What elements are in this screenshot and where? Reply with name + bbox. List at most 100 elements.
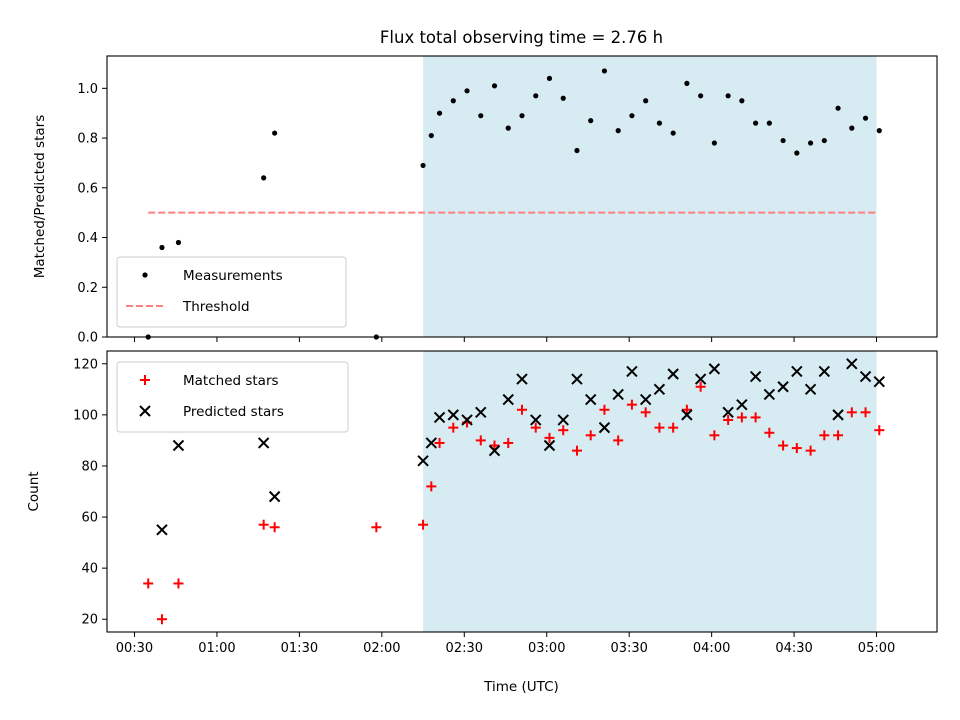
- data-point-stroke: [626, 365, 638, 378]
- data-point: [544, 432, 555, 443]
- data-point: [261, 175, 267, 181]
- data-point: [818, 365, 831, 378]
- series-predicted-stars: [156, 358, 885, 536]
- data-point: [791, 443, 802, 454]
- data-point: [489, 440, 500, 451]
- legend-box: [116, 361, 349, 433]
- observing-span: [423, 56, 877, 337]
- data-point-stroke: [257, 437, 270, 449]
- data-point: [530, 414, 542, 426]
- data-point-stroke: [502, 393, 514, 406]
- series-measurements: [145, 68, 882, 340]
- data-point: [753, 120, 759, 126]
- data-point: [835, 105, 841, 111]
- data-point: [543, 439, 556, 452]
- y-axis-label: Matched/Predicted stars: [32, 115, 48, 278]
- chart-title: Flux total observing time = 2.76 h: [380, 28, 663, 47]
- data-point-stroke: [433, 411, 446, 424]
- data-point-stroke: [475, 406, 487, 419]
- data-point: [173, 578, 184, 589]
- data-point: [560, 95, 566, 101]
- x-tick-label: 02:30: [446, 641, 483, 656]
- x-tick-label: 05:00: [858, 641, 895, 656]
- data-point: [434, 437, 445, 448]
- data-point: [503, 437, 514, 448]
- y-tick-label: 40: [81, 562, 98, 577]
- y-axis-label: Count: [26, 471, 42, 511]
- data-point: [517, 404, 527, 415]
- data-point: [433, 411, 446, 424]
- y-tick-label: 1.0: [77, 82, 98, 97]
- data-point-stroke: [268, 490, 281, 503]
- data-point: [766, 120, 772, 126]
- data-point: [418, 519, 429, 530]
- data-point: [612, 388, 624, 401]
- data-point: [258, 519, 269, 530]
- data-point: [156, 524, 168, 536]
- y-tick-label: 120: [73, 357, 98, 372]
- data-point: [667, 368, 679, 380]
- data-point: [172, 439, 185, 452]
- data-point-stroke: [873, 375, 885, 388]
- data-point-stroke: [846, 358, 858, 370]
- legend-label: Matched stars: [183, 373, 279, 389]
- data-point: [791, 365, 803, 378]
- data-point: [478, 113, 484, 119]
- data-point: [585, 393, 597, 406]
- data-point: [558, 425, 569, 436]
- data-point-stroke: [777, 381, 789, 393]
- data-point: [143, 578, 154, 589]
- data-point: [832, 409, 844, 421]
- data-point: [447, 409, 459, 421]
- data-point: [807, 140, 814, 146]
- data-point: [859, 370, 872, 383]
- data-point: [876, 128, 882, 134]
- data-point-stroke: [791, 365, 803, 378]
- data-point-stroke: [681, 409, 693, 421]
- series-matched-stars: [143, 381, 885, 625]
- y-tick-label: 60: [81, 511, 98, 526]
- data-point: [711, 140, 717, 146]
- data-point: [464, 88, 470, 94]
- data-point: [475, 435, 486, 446]
- data-point-stroke: [832, 409, 844, 421]
- legend: Matched stars Predicted stars: [116, 361, 349, 433]
- data-point-stroke: [653, 383, 666, 396]
- data-point: [426, 481, 437, 492]
- data-point: [598, 421, 611, 434]
- data-point: [725, 93, 731, 99]
- data-point-stroke: [585, 393, 597, 406]
- data-point: [491, 83, 498, 89]
- data-point: [668, 422, 679, 433]
- data-point: [533, 93, 539, 99]
- data-point: [681, 404, 692, 415]
- data-point-stroke: [859, 370, 872, 383]
- top-panel: 0.0 0.2 0.4 0.6 0.8 1.0 Matched/Predicted star…: [32, 55, 938, 346]
- x-tick-label: 02:00: [363, 641, 400, 656]
- y-tick-label: 100: [73, 408, 98, 423]
- data-point: [626, 365, 638, 378]
- data-point: [475, 406, 487, 419]
- data-point: [684, 80, 690, 86]
- x-tick-label: 04:00: [693, 641, 730, 656]
- data-point-stroke: [461, 414, 473, 426]
- data-point: [654, 422, 665, 433]
- data-point: [629, 113, 635, 119]
- data-point-stroke: [516, 373, 528, 385]
- data-point: [778, 440, 789, 451]
- data-point: [873, 375, 885, 388]
- data-point: [257, 437, 270, 449]
- data-point: [833, 430, 844, 441]
- data-point-stroke: [667, 368, 679, 380]
- data-point: [613, 435, 624, 446]
- legend-marker: [140, 375, 150, 385]
- legend-label: Threshold: [182, 299, 250, 315]
- axes-frame: [106, 55, 938, 338]
- data-point: [615, 128, 621, 134]
- data-point-stroke: [488, 444, 501, 457]
- data-point: [794, 150, 800, 156]
- data-point: [681, 409, 693, 421]
- data-point-stroke: [598, 421, 611, 434]
- data-point: [804, 383, 817, 396]
